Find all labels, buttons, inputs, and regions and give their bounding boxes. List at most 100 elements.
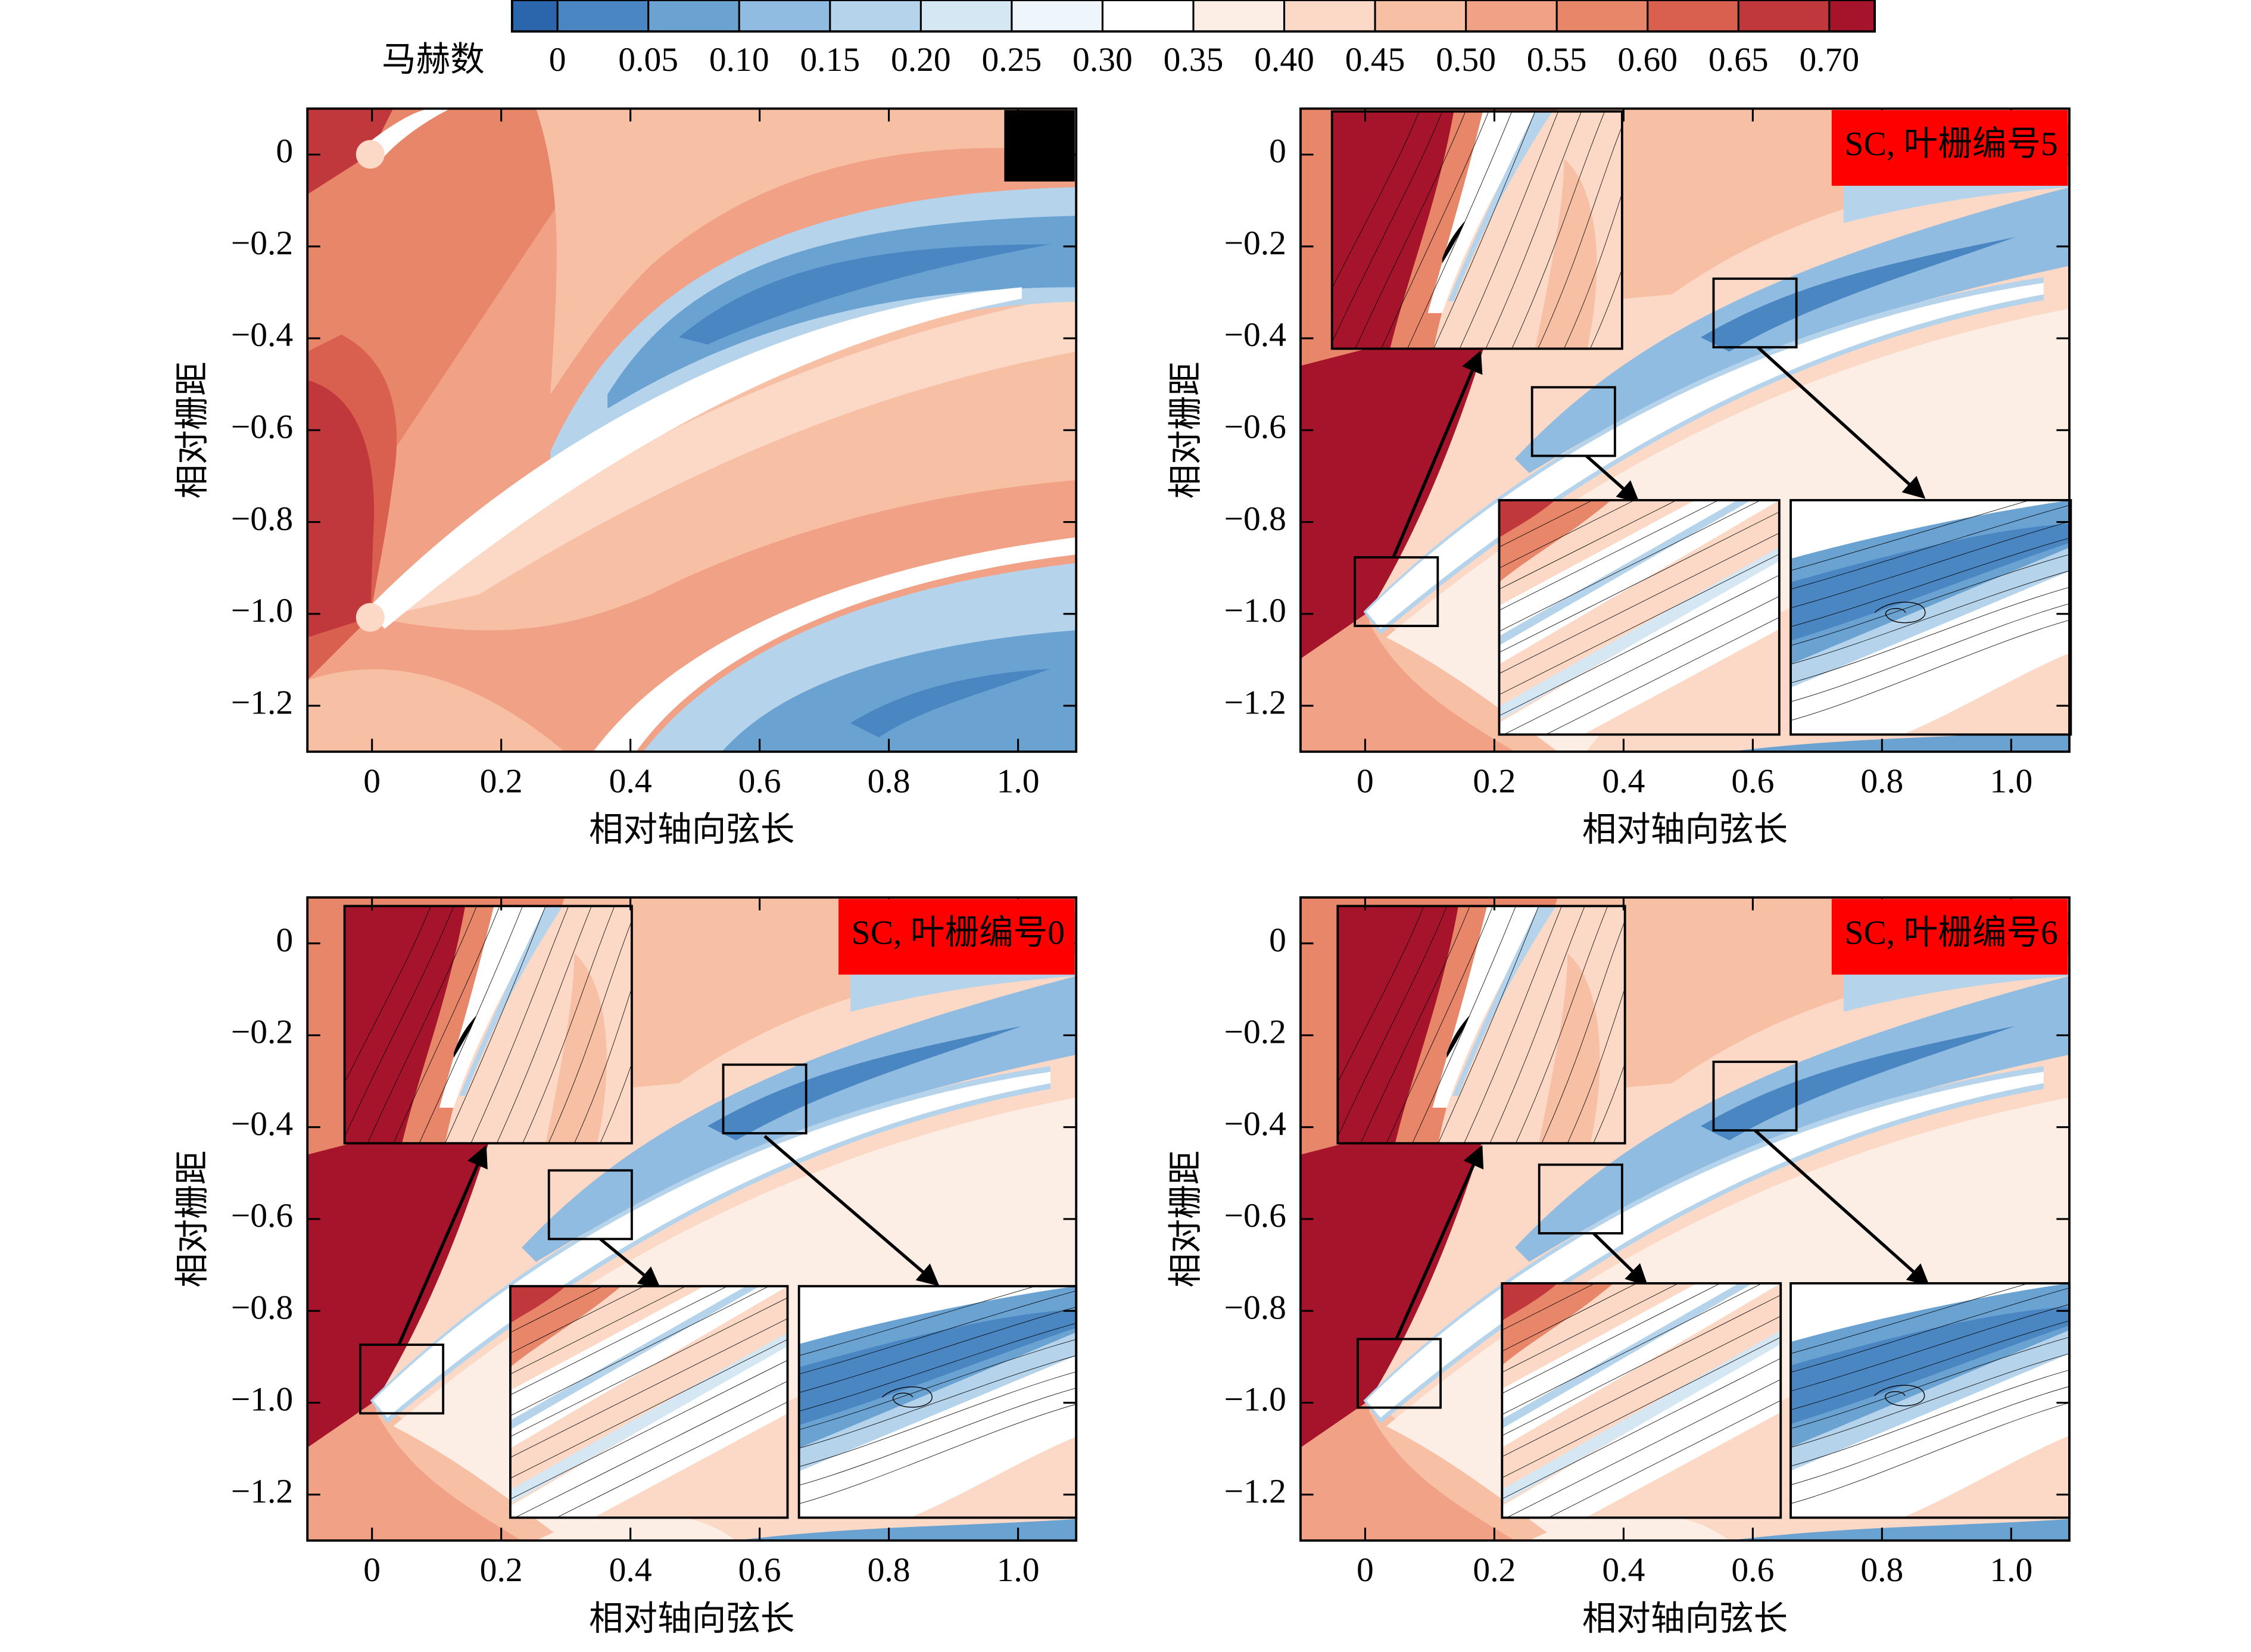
- y-tick-label: −0.6: [1224, 409, 1286, 446]
- x-tick-label: 0.4: [609, 763, 652, 800]
- x-tick-label: 0.6: [1731, 1551, 1774, 1589]
- y-tick-label: −0.6: [231, 409, 293, 446]
- contour-region: [850, 669, 1051, 738]
- colorbar-tick-label: 0.10: [709, 41, 769, 79]
- x-tick-label: 0: [363, 763, 381, 800]
- x-tick-label: 0.8: [1860, 1551, 1903, 1589]
- panel: 0 0.2 0.4 0.6 0.8 1.0 0 −0.2 −0.4 −0.6 −0.8 −1.0 −1.…: [1167, 107, 2072, 849]
- colorbar-tick-label: 0: [549, 41, 566, 79]
- zoom-arrow: [1757, 346, 1926, 499]
- inset-frame: [509, 1285, 789, 1519]
- vortex: [1874, 1385, 1924, 1406]
- y-tick-label: −1.2: [1224, 684, 1286, 721]
- colorbar-segment: [1557, 0, 1648, 32]
- streamline: [799, 1404, 1077, 1504]
- x-tick-label: 0.2: [480, 763, 523, 800]
- y-tick-label: −0.4: [231, 1105, 293, 1143]
- colorbar-tick-label: 0.20: [891, 41, 951, 79]
- contour-region: [1729, 1519, 2069, 1541]
- inset-region: [344, 906, 466, 1143]
- colorbar-segment: [648, 0, 740, 32]
- y-tick-label: −0.8: [1224, 1289, 1286, 1326]
- contour-region: [707, 1026, 1022, 1140]
- inset-region: [510, 1286, 622, 1367]
- inset-region: [1538, 953, 1600, 1143]
- streamline: [1791, 587, 2071, 682]
- y-axis-label: 相对栅距: [174, 1151, 211, 1288]
- x-axis-label: 相对轴向弦长: [589, 1600, 794, 1638]
- zoom-box: [1530, 386, 1616, 457]
- streamline: [1309, 906, 1424, 1143]
- inset-region: [1535, 158, 1597, 349]
- panel: 0 0.2 0.4 0.6 0.8 1.0 0 −0.2 −0.4 −0.6 −0.8 −1.0 −1.…: [1167, 896, 2071, 1638]
- streamline: [1438, 906, 1539, 1143]
- streamline: [1499, 512, 1779, 653]
- y-tick-label: 0: [276, 133, 293, 170]
- inset-region: [545, 953, 607, 1143]
- streamline: [799, 1307, 1077, 1393]
- contour-region: [1700, 237, 2015, 352]
- streamline: [1499, 575, 1779, 716]
- zoom-box: [1354, 556, 1439, 627]
- streamline: [1594, 906, 1677, 1143]
- zoom-box: [1357, 1338, 1442, 1409]
- contour-region: [536, 108, 1077, 395]
- y-axis-label: 相对栅距: [174, 361, 211, 498]
- panel: 0 0.2 0.4 0.6 0.8 1.0 0 −0.2 −0.4 −0.6 −0.8 −1.0 −1.…: [174, 107, 1078, 849]
- inset-region: [1499, 500, 1555, 538]
- inset-region: [1427, 111, 1541, 313]
- y-tick-label: −1.2: [1224, 1473, 1286, 1510]
- streamline: [1512, 111, 1605, 348]
- inset-region: [1499, 559, 1779, 735]
- x-axis-label: 相对轴向弦长: [1582, 811, 1788, 849]
- streamline: [523, 906, 615, 1143]
- x-tick-label: 0.8: [868, 763, 911, 800]
- x-tick-label: 0.4: [609, 1551, 652, 1589]
- contour-field: [307, 108, 1077, 752]
- streamline: [510, 1360, 788, 1499]
- x-tick-label: 0.4: [1602, 763, 1645, 800]
- inset: [1303, 111, 1622, 349]
- x-tick-label: 0.2: [1473, 763, 1516, 800]
- zoom-box: [1712, 278, 1798, 349]
- streamline: [1499, 491, 1779, 631]
- y-tick-label: −0.2: [1224, 1014, 1286, 1051]
- title-box: [1004, 110, 1075, 182]
- colorbar-segment: [921, 0, 1012, 32]
- streamline: [1791, 1403, 2069, 1504]
- streamline: [1499, 533, 1779, 674]
- inset-frame: [1789, 498, 2072, 736]
- streamline: [1791, 1271, 2069, 1354]
- streamline: [1361, 906, 1470, 1143]
- streamline: [799, 1388, 1077, 1485]
- y-tick-label: 0: [1269, 133, 1286, 170]
- streamline: [1464, 906, 1562, 1143]
- x-tick-label: 1.0: [997, 763, 1040, 800]
- contour-region: [307, 108, 394, 195]
- colorbar-tick-label: 0.50: [1436, 41, 1496, 79]
- inset-region: [1432, 906, 1545, 1108]
- streamline: [1499, 470, 1779, 610]
- streamline: [367, 906, 476, 1143]
- y-tick-label: −0.2: [231, 225, 293, 262]
- inset-region: [1902, 1435, 2069, 1518]
- colorbar-tick-label: 0.40: [1254, 41, 1314, 79]
- streamline: [510, 1277, 788, 1416]
- streamline: [548, 906, 638, 1143]
- streamline: [1335, 906, 1447, 1143]
- streamline: [1486, 111, 1582, 348]
- y-tick-label: −1.2: [231, 1473, 293, 1510]
- x-tick-label: 0.2: [1473, 1551, 1516, 1589]
- zoom-arrow: [599, 1238, 661, 1289]
- vortex-core: [1446, 1015, 1470, 1058]
- streamline: [600, 906, 684, 1143]
- streamline: [1499, 554, 1779, 694]
- vortex: [1875, 602, 1925, 623]
- inset: [1309, 906, 1677, 1143]
- title-box: [1831, 110, 2068, 186]
- y-tick-label: −0.6: [231, 1197, 293, 1235]
- colorbar-tick-label: 0.15: [800, 41, 860, 79]
- colorbar-segment: [1284, 0, 1376, 32]
